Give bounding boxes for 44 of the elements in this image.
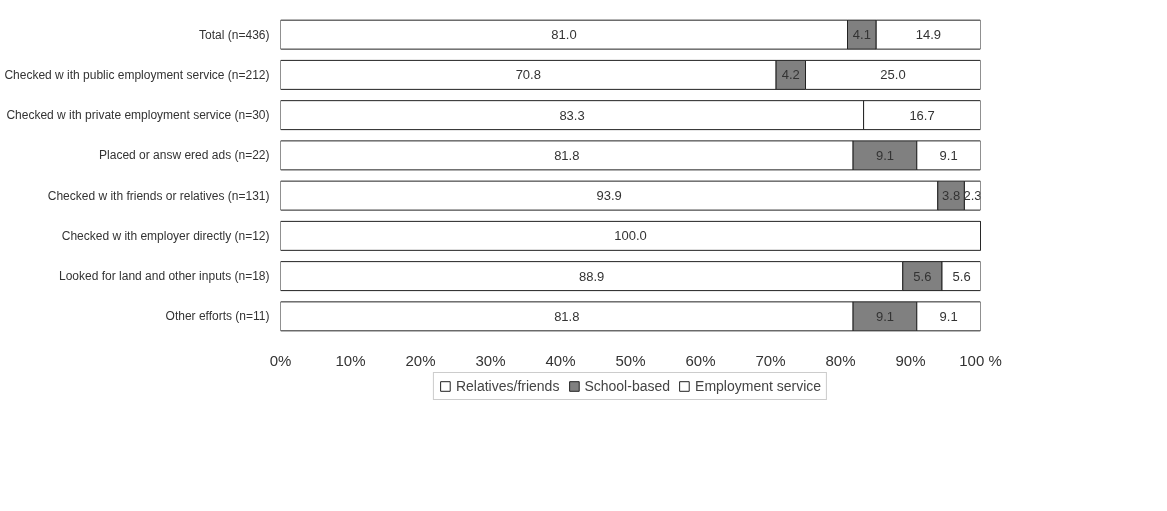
y-tick-label: Total (n=436) — [199, 27, 270, 42]
x-tick-label: 10% — [335, 351, 366, 369]
data-label: 25.0 — [880, 67, 906, 83]
data-label: 2.3 — [963, 188, 982, 204]
x-tick-label: 60% — [685, 351, 716, 369]
data-label: 9.1 — [875, 147, 894, 163]
x-tick-label: 30% — [475, 351, 506, 369]
data-label: 3.8 — [942, 188, 961, 204]
x-tick-label: 70% — [755, 351, 786, 369]
data-label: 4.2 — [781, 67, 800, 83]
x-tick-label: 20% — [405, 351, 436, 369]
data-label: 9.1 — [939, 308, 958, 324]
x-tick-label: 40% — [545, 351, 576, 369]
data-label: 14.9 — [915, 27, 942, 43]
legend-label: Employment service — [695, 378, 822, 394]
data-label: 100.0 — [614, 228, 647, 244]
bar — [280, 220, 981, 251]
legend-label: School-based — [584, 378, 671, 394]
y-tick-label: Placed or answ ered ads (n=22) — [99, 148, 270, 163]
data-label: 81.8 — [554, 308, 580, 324]
x-tick-label: 90% — [895, 351, 926, 369]
data-label: 5.6 — [952, 268, 971, 284]
y-tick-label: Checked w ith employer directly (n=12) — [61, 228, 270, 243]
data-label: 9.1 — [875, 308, 894, 324]
data-label: 81.0 — [551, 27, 577, 43]
x-tick-label: 100 % — [959, 351, 1002, 369]
y-tick-label: Checked w ith private employment service (n=30) — [6, 108, 270, 123]
x-tick-label: 50% — [615, 351, 646, 369]
y-tick-label: Looked for land and other inputs (n=18) — [59, 269, 270, 284]
data-label: 5.6 — [913, 268, 932, 284]
data-label: 16.7 — [909, 107, 935, 123]
y-tick-label: Checked w ith public employment service (n=212) — [4, 67, 270, 82]
x-tick-label: 80% — [825, 351, 856, 369]
x-tick-label: 0% — [269, 351, 292, 369]
data-label: 81.8 — [554, 147, 580, 163]
y-tick-label: Checked w ith friends or relatives (n=131) — [47, 188, 270, 203]
data-label: 88.9 — [579, 268, 605, 284]
legend-label: Relatives/friends — [455, 378, 560, 394]
data-label: 4.1 — [852, 27, 871, 43]
data-label: 93.9 — [596, 188, 622, 204]
data-label: 83.3 — [559, 107, 585, 123]
data-label: 9.1 — [939, 147, 958, 163]
y-tick-label: Other efforts (n=11) — [165, 309, 270, 324]
data-label: 70.8 — [515, 67, 541, 83]
